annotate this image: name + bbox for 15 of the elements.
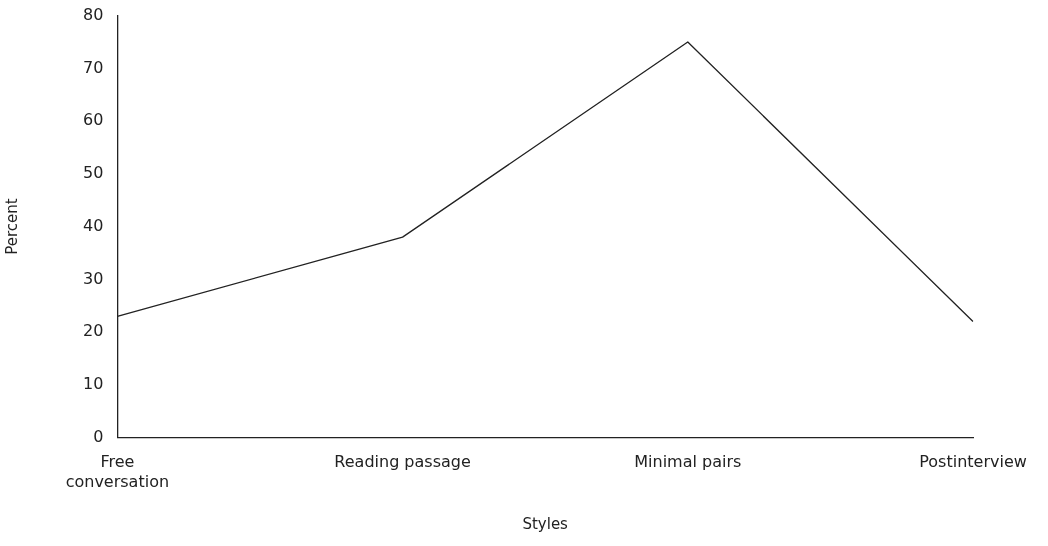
- y-tick-label: 70: [83, 57, 104, 77]
- y-tick-label: 30: [83, 268, 104, 288]
- y-tick-label: 60: [83, 110, 104, 130]
- x-tick-label: Minimal pairs: [634, 452, 742, 472]
- x-tick-label: Free conversation: [65, 452, 170, 491]
- y-axis-title: Percent: [2, 198, 21, 255]
- y-tick-label: 80: [83, 4, 104, 24]
- y-tick-label: 50: [83, 163, 104, 183]
- x-tick-label: Reading passage: [334, 452, 471, 472]
- y-tick-label: 10: [83, 374, 104, 394]
- y-tick-label: 0: [93, 426, 104, 446]
- x-tick-label: Postinterview: [919, 452, 1027, 472]
- y-tick-label: 40: [83, 215, 104, 235]
- y-tick-label: 20: [83, 321, 104, 341]
- x-axis-title: Styles: [522, 514, 569, 533]
